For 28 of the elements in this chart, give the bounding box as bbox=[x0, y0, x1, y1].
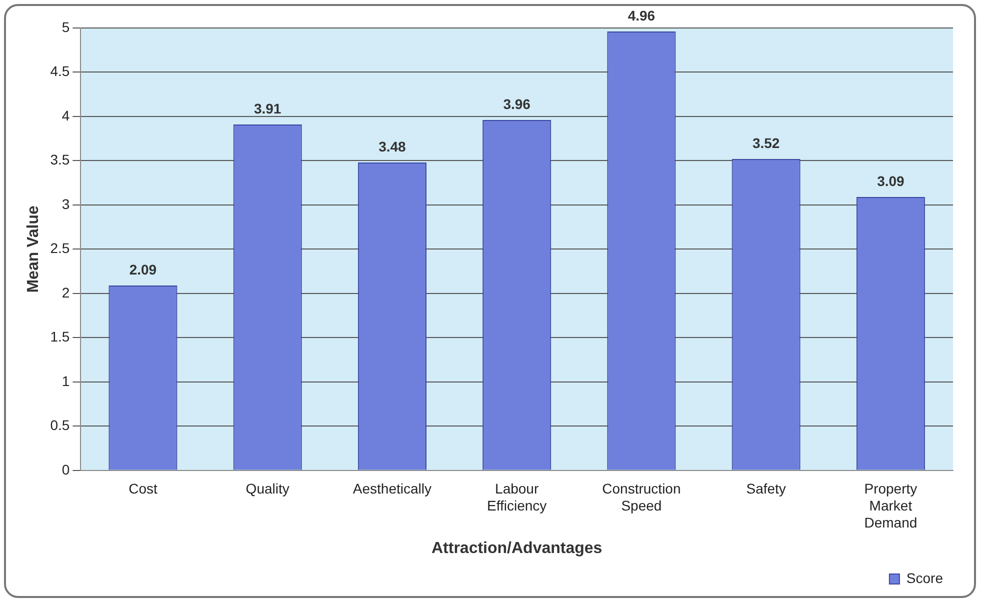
y-tick-label: 2.5 bbox=[50, 240, 70, 256]
x-tick-label: Labour Efficiency bbox=[486, 480, 547, 514]
data-label: 3.91 bbox=[254, 100, 282, 116]
y-tick-label: 5 bbox=[62, 18, 70, 35]
y-axis-title: Mean Value bbox=[25, 206, 42, 293]
x-tick-label: Cost bbox=[128, 480, 158, 497]
x-tick-label: Safety bbox=[746, 480, 786, 497]
x-tick-label: Construction Speed bbox=[602, 480, 681, 514]
y-tick-label: 3.5 bbox=[50, 152, 70, 168]
x-tick-label: Aesthetically bbox=[352, 480, 432, 497]
data-label: 3.52 bbox=[752, 134, 780, 151]
y-tick-label: 0 bbox=[62, 461, 70, 478]
y-tick-label: 2 bbox=[62, 284, 70, 300]
legend-label: Score bbox=[906, 570, 944, 586]
y-tick-label: 0.5 bbox=[50, 417, 70, 434]
data-label: 3.96 bbox=[503, 96, 531, 112]
y-tick-label: 4 bbox=[62, 107, 70, 124]
y-tick-label: 1.5 bbox=[50, 328, 70, 345]
x-tick-label: Property Market Demand bbox=[864, 480, 918, 530]
y-tick-label: 4.5 bbox=[50, 63, 70, 80]
x-tick-label: Quality bbox=[246, 480, 290, 497]
x-axis-title: Attraction/Advantages bbox=[431, 540, 602, 557]
data-label: 3.09 bbox=[877, 172, 905, 189]
data-label: 4.96 bbox=[628, 7, 656, 24]
data-label: 3.48 bbox=[378, 138, 406, 154]
data-label: 2.09 bbox=[129, 261, 157, 278]
y-tick-label: 1 bbox=[62, 372, 70, 389]
y-tick-label: 3 bbox=[62, 196, 70, 212]
